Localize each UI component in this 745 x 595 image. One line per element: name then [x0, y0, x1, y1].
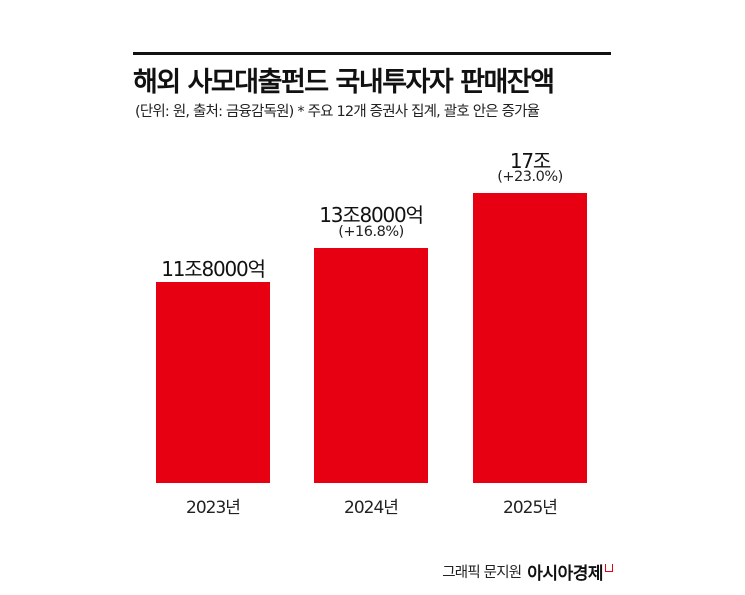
graphic-credit: 그래픽 문지원: [442, 565, 522, 581]
bar-growth-label-2024: (+16.8%): [338, 224, 404, 240]
bar-growth-label-2025: (+23.0%): [497, 169, 563, 185]
x-label-2024: 2024년: [344, 498, 399, 518]
bar-2023: [156, 282, 270, 483]
brand-mark-icon: [605, 563, 613, 572]
bar-value-label-2025: 17조: [509, 149, 551, 173]
bar-value-label-2024: 13조8000억: [319, 203, 424, 227]
x-label-2023: 2023년: [186, 498, 241, 518]
brand-logo: 아시아경제: [527, 564, 603, 584]
chart-title: 해외 사모대출펀드 국내투자자 판매잔액: [133, 67, 555, 98]
bar-2025: [473, 193, 587, 483]
chart-subtitle: (단위: 원, 출처: 금융감독원) * 주요 12개 증권사 집계, 괄호 안…: [135, 104, 540, 120]
bar-value-label-2023: 11조8000억: [161, 257, 266, 281]
title-rule: [133, 52, 611, 55]
x-label-2025: 2025년: [503, 498, 558, 518]
bar-2024: [314, 248, 428, 483]
credit-line: 그래픽 문지원 아시아경제: [442, 559, 613, 584]
